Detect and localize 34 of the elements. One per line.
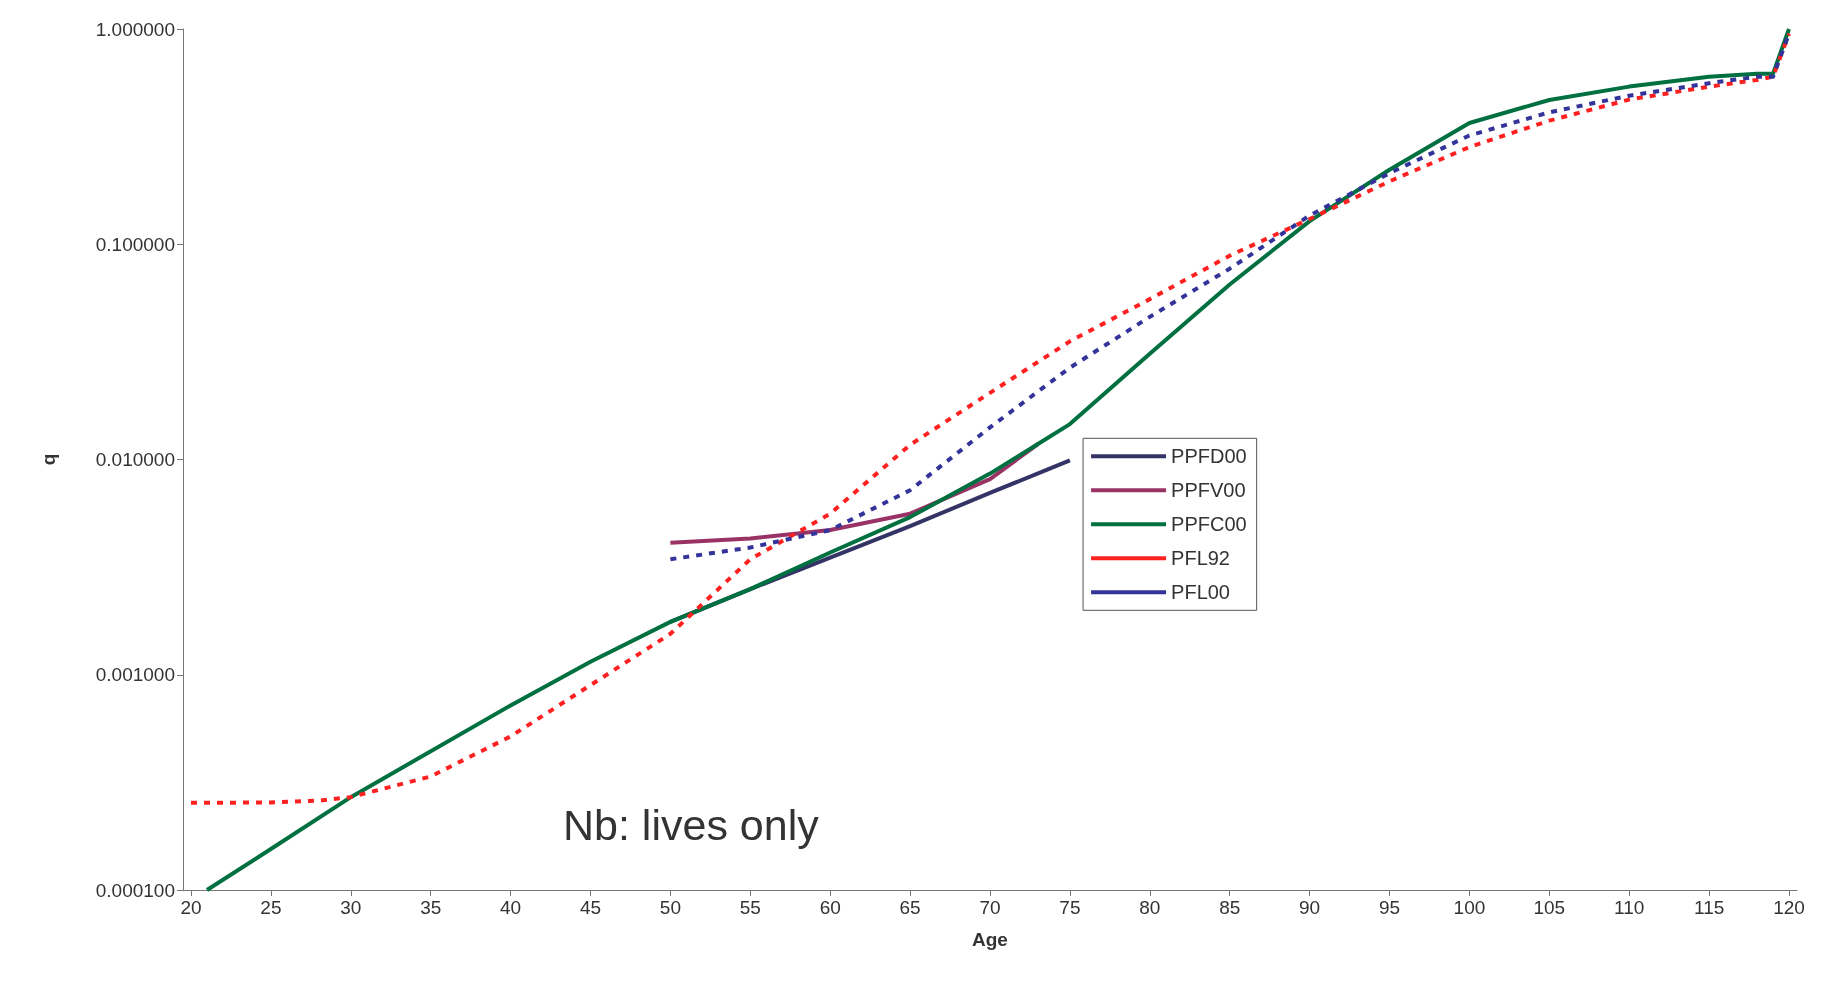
- y-tick-label: 0.100000: [95, 233, 175, 255]
- legend-label: PPFC00: [1171, 513, 1247, 536]
- x-tick-label: 95: [1378, 897, 1401, 918]
- legend-label: PPFV00: [1171, 479, 1246, 502]
- legend-label: PFL92: [1171, 547, 1231, 570]
- y-tick-label: 0.000100: [95, 879, 175, 901]
- x-tick-label: 40: [500, 897, 522, 918]
- x-tick-label: 35: [420, 897, 442, 918]
- x-tick-label: 115: [1693, 897, 1725, 918]
- x-tick-label: 120: [1773, 897, 1805, 918]
- x-tick-label: 20: [180, 897, 202, 918]
- x-tick-label: 55: [739, 897, 761, 918]
- legend-label: PFL00: [1171, 581, 1231, 604]
- x-tick-label: 45: [579, 897, 602, 918]
- x-tick-label: 25: [260, 897, 282, 918]
- x-tick-label: 50: [659, 897, 681, 918]
- x-tick-label: 80: [1139, 897, 1161, 918]
- x-tick-label: 65: [899, 897, 921, 918]
- x-tick-label: 30: [340, 897, 362, 918]
- x-tick-label: 70: [979, 897, 1001, 918]
- x-axis-title: Age: [972, 929, 1008, 950]
- x-tick-label: 100: [1453, 897, 1486, 918]
- x-tick-label: 105: [1533, 897, 1566, 918]
- x-tick-label: 75: [1059, 897, 1081, 918]
- annotation: Nb: lives only: [563, 800, 820, 849]
- x-tick-label: 60: [819, 897, 841, 918]
- y-tick-label: 1.000000: [95, 18, 175, 40]
- x-tick-label: 85: [1219, 897, 1241, 918]
- legend-label: PPFD00: [1171, 445, 1247, 468]
- y-axis-title: q: [38, 453, 59, 466]
- x-tick-label: 90: [1299, 897, 1321, 918]
- y-tick-label: 0.001000: [95, 664, 175, 686]
- x-tick-label: 110: [1614, 897, 1645, 918]
- y-tick-label: 0.010000: [95, 449, 175, 470]
